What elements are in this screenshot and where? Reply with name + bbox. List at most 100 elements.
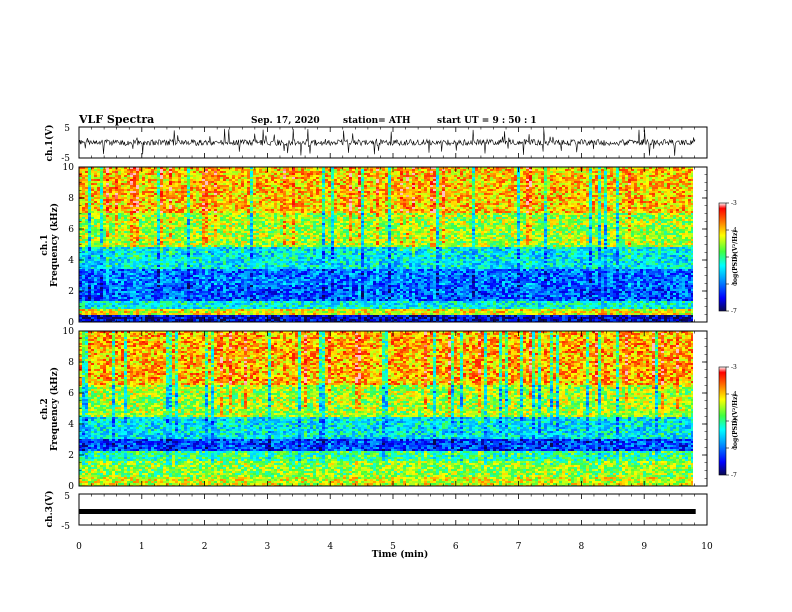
spectrogram-cell <box>232 181 236 184</box>
spectrogram-cell <box>136 203 140 206</box>
spectrogram-cell <box>241 205 245 208</box>
spectrogram-cell <box>358 213 362 216</box>
spectrogram-cell <box>130 209 134 212</box>
spectrogram-cell <box>394 203 398 206</box>
spectrogram-cell <box>457 209 461 212</box>
spectrogram-cell <box>604 167 608 170</box>
spectrogram-cell <box>397 197 401 200</box>
spectrogram-cell <box>634 201 638 204</box>
spectrogram-cell <box>367 181 371 184</box>
spectrogram-cell <box>337 181 341 184</box>
spectrogram-cell <box>367 169 371 172</box>
spectrogram-cell <box>625 177 629 180</box>
spectrogram-cell <box>382 175 386 178</box>
spectrogram-cell <box>613 177 617 180</box>
spectrogram-cell <box>136 187 140 190</box>
spectrogram-cell <box>556 177 560 180</box>
spectrogram-cell <box>202 189 206 192</box>
spectrogram-cell <box>82 199 86 202</box>
spectrogram-cell <box>358 203 362 206</box>
spectrogram-cell <box>589 201 593 204</box>
spectrogram-cell <box>412 183 416 186</box>
spectrogram-cell <box>160 197 164 200</box>
spectrogram-cell <box>97 213 101 216</box>
spectrogram-cell <box>79 173 83 176</box>
spectrogram-cell <box>637 195 641 198</box>
spectrogram-cell <box>97 177 101 180</box>
spectrogram-cell <box>583 171 587 174</box>
spectrogram-cell <box>568 201 572 204</box>
spectrogram-cell <box>118 211 122 214</box>
spectrogram-cell <box>178 187 182 190</box>
spectrogram-cell <box>313 203 317 206</box>
spectrogram-cell <box>658 193 662 196</box>
spectrogram-cell <box>547 175 551 178</box>
spectrogram-cell <box>670 197 674 200</box>
spectrogram-cell <box>562 193 566 196</box>
spectrogram-cell <box>301 183 305 186</box>
spectrogram-cell <box>130 189 134 192</box>
spectrogram-cell <box>436 173 440 176</box>
spectrogram-cell <box>433 177 437 180</box>
spectrogram-cell <box>127 199 131 202</box>
spectrogram-cell <box>664 189 668 192</box>
spectrogram-cell <box>436 175 440 178</box>
spectrogram-cell <box>397 213 401 216</box>
spectrogram-cell <box>631 173 635 176</box>
spectrogram-cell <box>595 167 599 170</box>
spectrogram-cell <box>316 209 320 212</box>
spectrogram-cell <box>412 173 416 176</box>
spectrogram-cell <box>667 197 671 200</box>
spectrogram-cell <box>85 187 89 190</box>
spectrogram-cell <box>475 177 479 180</box>
spectrogram-cell <box>94 199 98 202</box>
spectrogram-cell <box>589 189 593 192</box>
spectrogram-cell <box>307 187 311 190</box>
spectrogram-cell <box>382 167 386 170</box>
spectrogram-cell <box>421 177 425 180</box>
spectrogram-cell <box>346 205 350 208</box>
spectrogram-cell <box>553 205 557 208</box>
spectrogram-cell <box>682 173 686 176</box>
spectrogram-cell <box>433 211 437 214</box>
spectrogram-cell <box>613 183 617 186</box>
spectrogram-cell <box>601 195 605 198</box>
spectrogram-cell <box>256 185 260 188</box>
spectrogram-cell <box>649 173 653 176</box>
spectrogram-cell <box>673 189 677 192</box>
spectrogram-cell <box>496 207 500 210</box>
spectrogram-cell <box>613 199 617 202</box>
spectrogram-cell <box>400 175 404 178</box>
spectrogram-cell <box>142 177 146 180</box>
spectrogram-cell <box>139 209 143 212</box>
spectrogram-cell <box>379 199 383 202</box>
spectrogram-cell <box>301 207 305 210</box>
spectrogram-cell <box>340 205 344 208</box>
spectrogram-cell <box>154 173 158 176</box>
spectrogram-cell <box>361 201 365 204</box>
spectrogram-cell <box>379 207 383 210</box>
spectrogram-cell <box>694 173 697 175</box>
spectrogram-cell <box>586 179 590 182</box>
spectrogram-cell <box>109 197 113 200</box>
spectrogram-cell <box>136 185 140 188</box>
spectrogram-cell <box>676 187 680 190</box>
spectrogram-cell <box>136 201 140 204</box>
spectrogram-cell <box>466 171 470 174</box>
spectrogram-cell <box>466 197 470 200</box>
spectrogram-cell <box>502 177 506 180</box>
spectrogram-cell <box>334 185 338 188</box>
spectrogram-cell <box>532 173 536 176</box>
spectrogram-cell <box>442 193 446 196</box>
spectrogram-cell <box>457 205 461 208</box>
spectrogram-cell <box>412 209 416 212</box>
spectrogram-cell <box>220 201 224 204</box>
spectrogram-cell <box>298 197 302 200</box>
spectrogram-cell <box>265 173 269 176</box>
spectrogram-cell <box>358 211 362 214</box>
spectrogram-cell <box>124 203 128 206</box>
spectrogram-cell <box>139 197 143 200</box>
spectrogram-cell <box>445 187 449 190</box>
spectrogram-cell <box>124 175 128 178</box>
spectrogram-cell <box>682 191 686 194</box>
